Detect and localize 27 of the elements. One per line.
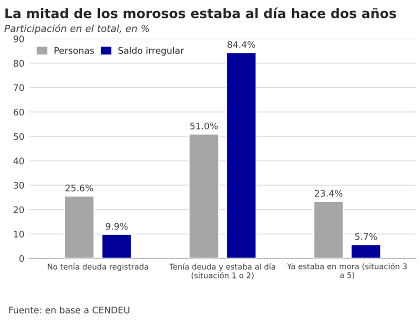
y-tick-label: 40 — [13, 158, 24, 164]
data-label: 84.4% — [228, 41, 256, 48]
y-tick-label: 0 — [19, 255, 24, 262]
y-tick-label: 80 — [14, 60, 24, 67]
y-tick-label: 50 — [14, 133, 24, 140]
y-tick-label: 60 — [14, 108, 24, 116]
bar — [101, 234, 132, 258]
bar — [226, 52, 257, 258]
y-tick-label: 90 — [14, 35, 24, 42]
y-tick-label: 30 — [14, 182, 24, 189]
y-tick-label: 10 — [14, 230, 24, 238]
data-label: 23.4% — [314, 190, 342, 197]
bar — [64, 195, 95, 258]
chart-subtitle: Participación en el total, en % — [4, 24, 149, 34]
y-tick-label: 70 — [14, 84, 24, 92]
data-label: 9.9% — [106, 222, 128, 230]
bar — [188, 133, 220, 258]
chart-title: La mitad de los morosos estaba al día hace dos años — [5, 8, 396, 18]
y-tick-label: 20 — [14, 206, 24, 214]
legend-label: Personas — [54, 47, 94, 54]
bar — [350, 244, 382, 258]
data-label: 51.0% — [190, 122, 218, 130]
data-label: 5.7% — [355, 233, 377, 240]
data-label: 25.6% — [66, 184, 94, 192]
bar — [312, 200, 344, 258]
source-note: Fuente: en base a CENDEU — [9, 306, 130, 314]
legend-label: Saldo irregular — [118, 46, 184, 56]
